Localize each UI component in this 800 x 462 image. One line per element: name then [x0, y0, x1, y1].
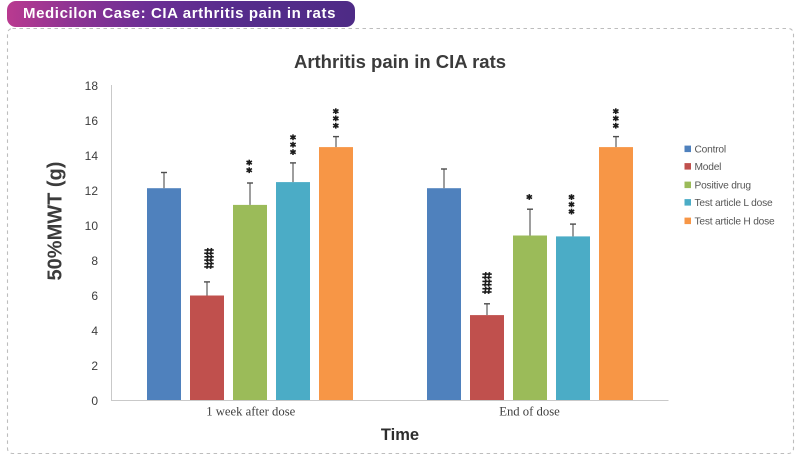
svg-text:10: 10: [85, 219, 99, 233]
svg-text:Time: Time: [381, 426, 419, 444]
svg-text:0: 0: [91, 394, 98, 408]
svg-text:Positive drug: Positive drug: [695, 181, 752, 192]
svg-text:12: 12: [85, 184, 99, 198]
svg-text:Control: Control: [695, 145, 726, 156]
svg-text:14: 14: [85, 149, 99, 163]
svg-text:Test article L dose: Test article L dose: [695, 198, 773, 209]
svg-text:50%MWT (g): 50%MWT (g): [45, 162, 67, 281]
svg-text:4: 4: [91, 324, 98, 338]
svg-text:Test article H dose: Test article H dose: [695, 217, 776, 228]
svg-text:Model: Model: [695, 162, 722, 173]
svg-text:End of dose: End of dose: [499, 405, 560, 419]
svg-text:2: 2: [91, 359, 98, 373]
svg-text:16: 16: [85, 114, 99, 128]
svg-text:18: 18: [85, 79, 99, 93]
svg-text:8: 8: [91, 254, 98, 268]
svg-text:1 week after dose: 1 week after dose: [206, 405, 295, 419]
svg-text:Arthritis pain in CIA rats: Arthritis pain in CIA rats: [294, 51, 506, 72]
svg-text:6: 6: [91, 289, 98, 303]
